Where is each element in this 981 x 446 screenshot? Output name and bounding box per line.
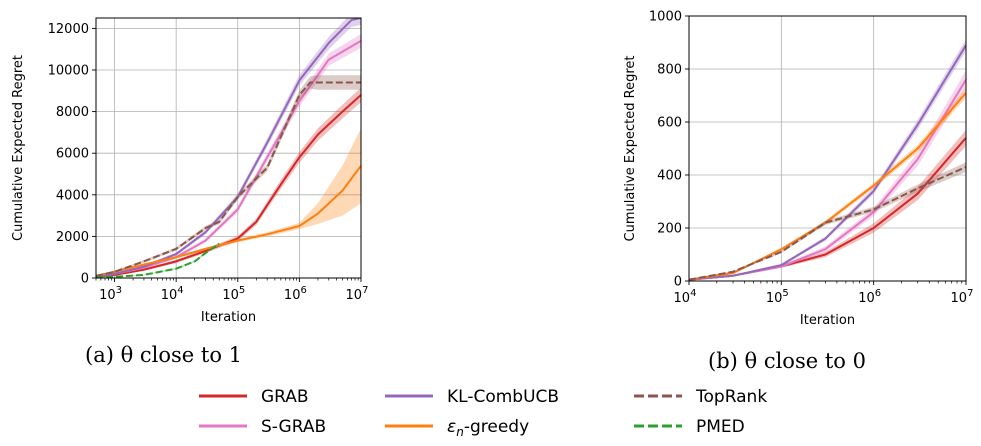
x-tick-exponent: 4 [690, 288, 696, 299]
x-tick-exponent: 6 [300, 285, 306, 296]
x-tick-label: 104 [674, 288, 697, 306]
x-tick-label: 106 [284, 285, 307, 303]
y-tick-label: 1000 [649, 10, 682, 25]
y-axis-label: Cumulative Expected Regret [623, 56, 638, 242]
series-band--n-greedy [96, 128, 361, 277]
x-axis-label: Iteration [201, 310, 256, 325]
series-line-grab [96, 94, 361, 278]
x-tick-exponent: 3 [116, 285, 122, 296]
series-line--n-greedy [96, 165, 361, 277]
x-tick-label: 105 [222, 285, 245, 303]
y-tick-label: 800 [657, 63, 682, 78]
x-tick-label: 104 [161, 285, 184, 303]
x-tick-label: 105 [766, 288, 789, 306]
y-tick-label: 8000 [56, 105, 89, 120]
legend-label: TopRank [695, 387, 767, 407]
x-tick-exponent: 7 [967, 288, 973, 299]
x-axis-label: Iteration [800, 313, 855, 328]
plot-area [689, 39, 966, 281]
chart-panel-a: 103 104 105 106 107 0 2000 4000 6000 8000 10000 120… [11, 17, 369, 367]
x-tick-exponent: 5 [239, 285, 245, 296]
y-tick-label: 0 [81, 272, 89, 287]
series-band-grab [96, 87, 361, 278]
y-tick-label: 600 [657, 116, 682, 131]
series-line-toprank [689, 166, 966, 281]
series-line-kl-combucb [689, 44, 966, 281]
series-line-toprank [96, 81, 361, 277]
x-minor-ticks [716, 281, 963, 284]
x-minor-ticks [95, 278, 359, 281]
legend-label: PMED [696, 417, 745, 437]
series-line--n-greedy [689, 92, 966, 281]
x-tick-exponent: 6 [875, 288, 881, 299]
x-tick-label: 107 [951, 288, 974, 306]
chart-caption: (b) θ close to 0 [708, 349, 866, 373]
series-line-grab [689, 137, 966, 281]
legend-label: εn-greedy [447, 417, 529, 439]
legend-label: KL-CombUCB [447, 387, 559, 407]
y-tick-label: 2000 [56, 230, 89, 245]
x-tick-label: 107 [346, 285, 369, 303]
x-tick-label: 103 [99, 285, 122, 303]
chart-caption: (a) θ close to 1 [85, 343, 242, 367]
legend-label: S-GRAB [261, 417, 326, 437]
y-tick-label: 4000 [56, 188, 89, 203]
series-band-kl-combucb [689, 39, 966, 281]
axes-frame [688, 15, 967, 282]
series-band-grab [689, 129, 966, 281]
x-tick-exponent: 4 [177, 285, 183, 296]
x-tick-label: 106 [858, 288, 881, 306]
y-tick-label: 0 [674, 275, 682, 290]
plot-area [96, 18, 361, 278]
y-axis-label: Cumulative Expected Regret [11, 55, 26, 241]
y-tick-label: 12000 [48, 22, 89, 37]
series-band-s-grab [96, 34, 361, 278]
x-tick-exponent: 5 [782, 288, 788, 299]
y-tick-label: 200 [657, 222, 682, 237]
legend-label: GRAB [261, 387, 309, 407]
legend: GRAB S-GRAB KL-CombUCB εn-greedy TopRank PMED [199, 387, 767, 439]
y-tick-label: 400 [657, 169, 682, 184]
series-band-toprank [96, 75, 361, 277]
chart-panel-b: 104 105 106 107 0 200 400 600 800 1000 Iteration Cu… [623, 10, 973, 374]
series-line-pmed [96, 242, 220, 278]
x-tick-exponent: 7 [362, 285, 368, 296]
y-tick-label: 6000 [56, 147, 89, 162]
y-tick-label: 10000 [48, 64, 89, 79]
